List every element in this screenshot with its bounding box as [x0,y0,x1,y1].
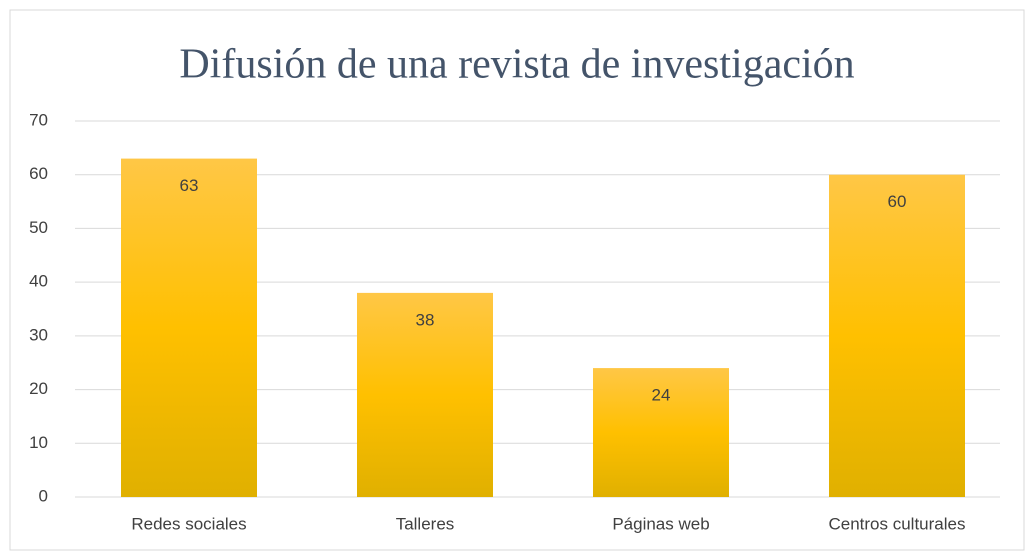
y-tick-label: 20 [29,379,48,398]
bar [121,158,257,497]
data-label: 63 [180,176,199,195]
x-tick-label: Páginas web [612,514,709,533]
data-label: 38 [416,310,435,329]
y-tick-label: 0 [39,486,48,505]
y-tick-label: 30 [29,325,48,344]
y-tick-label: 70 [29,110,48,129]
y-tick-label: 40 [29,272,48,291]
bar [829,174,965,497]
y-tick-label: 50 [29,218,48,237]
bar [593,368,729,497]
y-tick-label: 10 [29,433,48,452]
x-tick-label: Redes sociales [131,514,246,533]
data-label: 24 [652,386,671,405]
chart-title: Difusión de una revista de investigación [179,42,854,88]
x-tick-label: Centros culturales [828,514,965,533]
bar [357,292,493,497]
x-tick-label: Talleres [396,514,455,533]
data-label: 60 [888,192,907,211]
y-tick-label: 60 [29,164,48,183]
